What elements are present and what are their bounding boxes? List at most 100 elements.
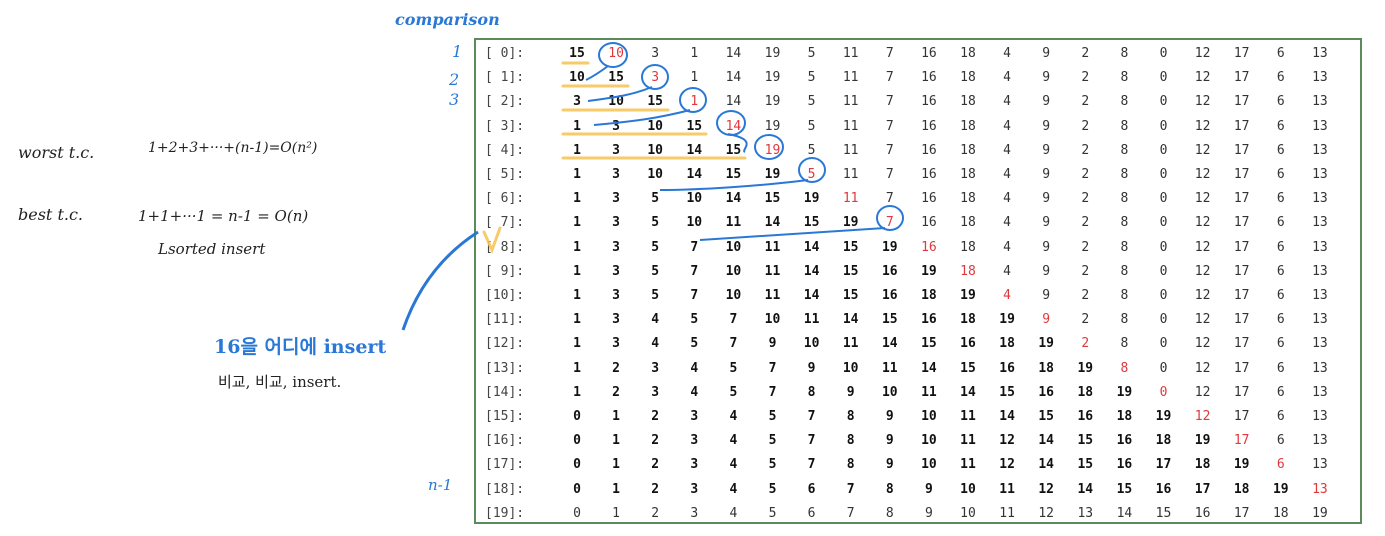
table-cell: 17 xyxy=(1233,94,1250,110)
table-cell: 15 xyxy=(921,336,937,352)
table-cell: 13 xyxy=(1312,360,1328,376)
table-cell: 2 xyxy=(1081,46,1090,61)
table-cell: 5 xyxy=(768,505,777,521)
table-cell: 16 xyxy=(1038,384,1055,400)
table-cell: 8 xyxy=(846,457,855,473)
table-row: [ 8]: 1 3 5 7 10 11 14 15 19 16 18 4 9 2 8 0 12 17 6 13 xyxy=(476,240,1360,264)
table-cell: 7 xyxy=(885,167,894,182)
table-cell: 7 xyxy=(885,46,894,61)
table-cell: 3 xyxy=(690,433,699,449)
table-cell: 12 xyxy=(999,433,1015,449)
table-cell: 9 xyxy=(1042,263,1051,279)
table-cell: 18 xyxy=(999,336,1015,352)
table-cell: 1 xyxy=(612,433,620,449)
table-cell: 2 xyxy=(651,457,660,473)
table-cell: 19 xyxy=(921,263,937,279)
table-cell: 3 xyxy=(612,312,620,328)
table-row: [ 1]: 10 15 3 1 14 19 5 11 7 16 18 4 9 2 8 0 12 17 6 13 xyxy=(476,70,1360,94)
table-cell: 14 xyxy=(999,409,1015,424)
table-cell: 4 xyxy=(729,457,738,473)
table-cell: 5 xyxy=(768,433,777,449)
table-cell: 12 xyxy=(999,457,1015,473)
table-cell: 6 xyxy=(1276,191,1285,207)
table-cell: 4 xyxy=(1003,167,1011,182)
table-cell: 0 xyxy=(1159,142,1168,158)
table-cell: 4 xyxy=(729,433,738,449)
table-cell: 9 xyxy=(1042,167,1051,182)
table-cell: 4 xyxy=(1003,215,1011,231)
table-cell: 17 xyxy=(1233,505,1250,521)
table-cell: 3 xyxy=(651,384,660,400)
table-cell: 3 xyxy=(690,505,699,521)
table-cell: 16 xyxy=(921,215,937,231)
table-cell: 0 xyxy=(1159,94,1168,110)
table-cell: 5 xyxy=(807,167,816,182)
table-cell: 19 xyxy=(1077,360,1094,376)
table-cell: 13 xyxy=(1312,191,1328,207)
table-cell: 4 xyxy=(729,481,738,497)
table-cell: 2 xyxy=(651,433,660,449)
table-cell: 2 xyxy=(1081,118,1090,134)
table-cell: 12 xyxy=(1194,94,1211,110)
table-cell: 9 xyxy=(1042,118,1051,134)
table-row: [ 4]: 1 3 10 14 15 19 5 11 7 16 18 4 9 2 8 0 12 17 6 13 xyxy=(476,143,1360,167)
table-cell: 9 xyxy=(885,457,894,473)
table-cell: 7 xyxy=(807,409,816,424)
table-cell: 13 xyxy=(1312,167,1328,182)
table-cell: 8 xyxy=(1120,288,1129,303)
table-cell: 13 xyxy=(1312,288,1328,303)
table-cell: 19 xyxy=(1272,481,1289,497)
table-cell: 8 xyxy=(846,409,855,424)
table-cell: 6 xyxy=(807,481,816,497)
table-cell: 5 xyxy=(651,239,660,255)
table-cell: 0 xyxy=(1159,336,1168,352)
worst-tc-note: worst t.c. xyxy=(18,143,95,162)
table-cell: 11 xyxy=(842,336,859,352)
table-row: [ 3]: 1 3 10 15 14 19 5 11 7 16 18 4 9 2 8 0 12 17 6 13 xyxy=(476,119,1360,143)
table-cell: 14 xyxy=(725,46,742,61)
table-cell: 14 xyxy=(725,191,742,207)
table-cell: 3 xyxy=(651,46,660,61)
table-cell: 9 xyxy=(1042,312,1051,328)
row-index-label: [10]: xyxy=(485,288,525,303)
table-cell: 0 xyxy=(573,457,581,473)
table-cell: 15 xyxy=(1038,409,1055,424)
table-cell: 13 xyxy=(1312,94,1328,110)
table-cell: 15 xyxy=(1077,433,1094,449)
table-cell: 4 xyxy=(729,409,738,424)
table-cell: 10 xyxy=(921,457,937,473)
table-cell: 5 xyxy=(807,118,816,134)
table-cell: 19 xyxy=(1312,505,1328,521)
table-cell: 2 xyxy=(1081,288,1090,303)
table-cell: 12 xyxy=(1194,118,1211,134)
table-cell: 16 xyxy=(921,94,937,110)
table-cell: 4 xyxy=(1003,288,1011,303)
side-number-2: 2 xyxy=(449,70,460,89)
table-row: [14]: 1 2 3 4 5 7 8 9 10 11 14 15 16 18 19 0 12 17 6 13 xyxy=(476,385,1360,409)
table-cell: 7 xyxy=(690,239,699,255)
table-cell: 5 xyxy=(768,409,777,424)
table-cell: 10 xyxy=(725,239,742,255)
table-cell: 2 xyxy=(651,505,660,521)
table-cell: 13 xyxy=(1312,433,1328,449)
table-cell: 18 xyxy=(921,288,937,303)
table-cell: 14 xyxy=(725,70,742,86)
table-cell: 7 xyxy=(846,505,855,521)
table-cell: 12 xyxy=(1194,215,1211,231)
table-cell: 14 xyxy=(686,142,703,158)
table-cell: 10 xyxy=(686,191,703,207)
table-cell: 10 xyxy=(725,263,742,279)
table-cell: 6 xyxy=(1276,167,1285,182)
row-index-label: [15]: xyxy=(485,409,525,424)
table-cell: 6 xyxy=(1276,118,1285,134)
table-cell: 5 xyxy=(807,94,816,110)
table-cell: 18 xyxy=(960,70,976,86)
table-cell: 14 xyxy=(960,384,976,400)
table-cell: 19 xyxy=(764,167,781,182)
table-cell: 14 xyxy=(1038,457,1055,473)
table-cell: 18 xyxy=(1155,433,1172,449)
table-cell: 1 xyxy=(573,167,581,182)
table-cell: 14 xyxy=(725,94,742,110)
table-cell: 7 xyxy=(885,142,894,158)
table-cell: 17 xyxy=(1233,433,1250,449)
